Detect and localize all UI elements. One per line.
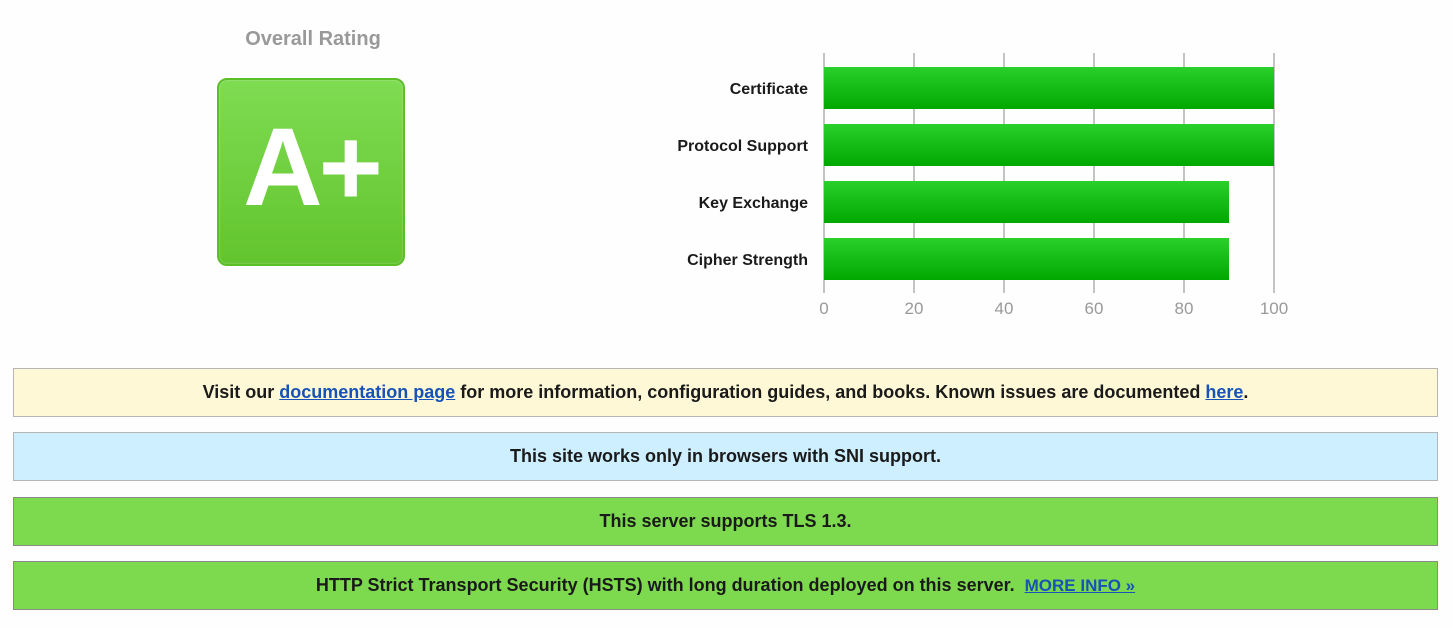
sni-notice: This site works only in browsers with SN… xyxy=(13,432,1438,481)
known-issues-link[interactable]: here xyxy=(1205,382,1244,402)
documentation-prefix: Visit our xyxy=(202,382,280,402)
category-label: Cipher Strength xyxy=(687,252,808,269)
grade-badge: A+ xyxy=(217,78,405,266)
x-tick-label: 0 xyxy=(819,299,828,318)
hsts-notice: HTTP Strict Transport Security (HSTS) wi… xyxy=(13,561,1438,610)
sni-text: This site works only in browsers with SN… xyxy=(509,446,942,466)
x-tick-label: 20 xyxy=(905,299,924,318)
hsts-more-info-link[interactable]: MORE INFO » xyxy=(1024,575,1136,595)
category-label: Certificate xyxy=(730,81,808,98)
category-label: Protocol Support xyxy=(677,138,808,155)
rating-bar-chart: 0 20 40 60 80 100 Certificate Protocol Support K… xyxy=(677,53,1288,318)
documentation-middle: for more information, configuration guid… xyxy=(455,382,1206,402)
hsts-text: HTTP Strict Transport Security (HSTS) wi… xyxy=(315,575,1015,595)
documentation-notice: Visit our documentation page for more in… xyxy=(13,368,1438,417)
documentation-suffix: . xyxy=(1243,382,1249,402)
tls-notice: This server supports TLS 1.3. xyxy=(13,497,1438,546)
overall-rating-title: Overall Rating xyxy=(245,28,381,50)
grade-text: A+ xyxy=(243,106,383,229)
x-tick-label: 100 xyxy=(1260,299,1288,318)
bar-certificate xyxy=(824,67,1274,109)
bar-cipher-strength xyxy=(824,238,1229,280)
bar-key-exchange xyxy=(824,181,1229,223)
bar-protocol-support xyxy=(824,124,1274,166)
x-tick-label: 60 xyxy=(1085,299,1104,318)
tls-text: This server supports TLS 1.3. xyxy=(599,511,852,531)
documentation-page-link[interactable]: documentation page xyxy=(279,382,456,402)
category-label: Key Exchange xyxy=(699,195,808,212)
x-tick-label: 80 xyxy=(1175,299,1194,318)
x-tick-label: 40 xyxy=(995,299,1014,318)
